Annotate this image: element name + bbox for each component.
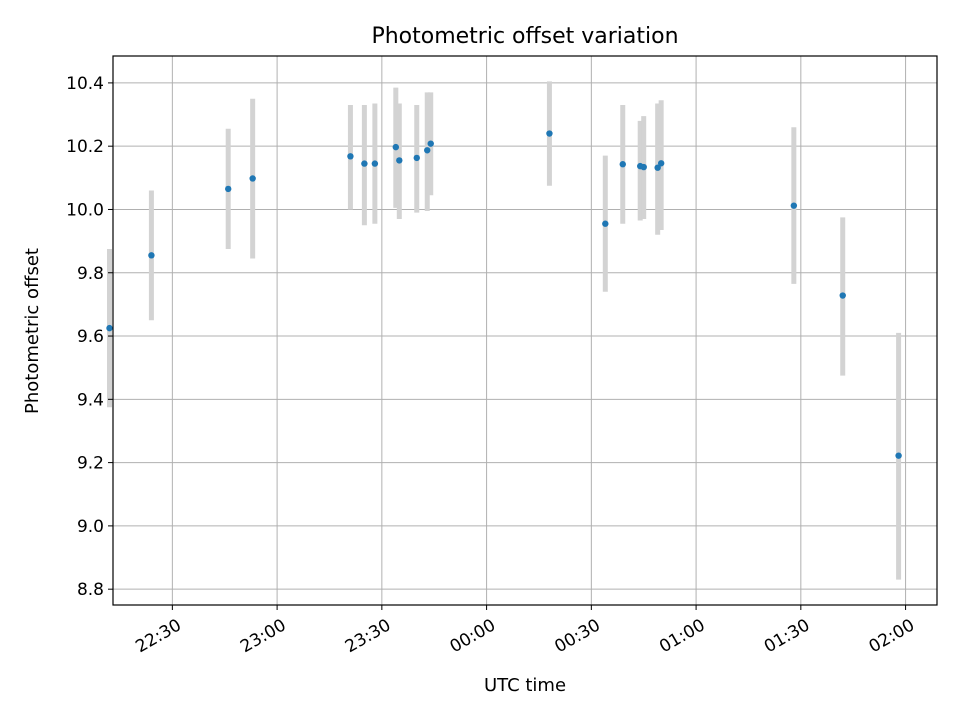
- data-point: [839, 292, 846, 299]
- data-point: [106, 324, 113, 332]
- x-axis-label: UTC time: [484, 675, 566, 696]
- data-point: [392, 143, 400, 151]
- y-axis: 8.8 9.0 9.2 9.4 9.6 9.8 10.0 10.2 10.4: [66, 74, 113, 600]
- y-tick-label: 8.8: [77, 580, 104, 600]
- data-point: [371, 160, 379, 167]
- y-tick-label: 9.6: [77, 327, 104, 347]
- y-tick-label: 9.2: [77, 454, 104, 474]
- y-tick-label: 10.2: [66, 137, 104, 157]
- data-points: [106, 130, 902, 459]
- y-tick-label: 9.8: [77, 264, 104, 284]
- data-point: [396, 157, 403, 164]
- chart-title: Photometric offset variation: [371, 24, 678, 49]
- data-point: [225, 185, 232, 193]
- data-point: [895, 452, 902, 459]
- y-axis-label: Photometric offset: [22, 248, 43, 414]
- data-point: [619, 161, 626, 168]
- data-point: [249, 175, 256, 182]
- data-point: [546, 130, 553, 137]
- y-tick-label: 9.4: [77, 390, 104, 410]
- grid: [113, 56, 937, 605]
- data-point: [347, 153, 354, 160]
- data-point: [640, 163, 647, 171]
- plot-frame: [112, 55, 938, 606]
- data-point: [361, 160, 368, 167]
- data-point: [413, 154, 420, 162]
- y-tick-label: 10.0: [66, 200, 104, 220]
- data-point: [657, 160, 665, 167]
- y-tick-label: 10.4: [66, 74, 104, 94]
- y-tick-label: 9.0: [77, 517, 104, 537]
- data-point: [148, 252, 155, 259]
- data-point: [790, 202, 798, 209]
- data-point: [654, 164, 661, 171]
- data-point: [427, 140, 434, 147]
- data-point: [602, 220, 609, 227]
- data-point: [424, 147, 431, 154]
